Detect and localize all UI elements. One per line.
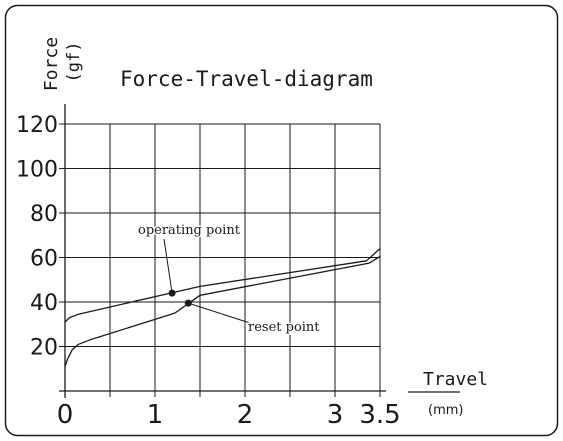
reset-point-marker (184, 299, 192, 307)
operating-point-label: operating point (138, 223, 241, 238)
y-tick-label: 100 (16, 158, 58, 183)
y-tick-label: 40 (30, 291, 58, 316)
chart-frame (4, 4, 559, 437)
annotations: operating point reset point (137, 222, 322, 337)
x-axis-label: Travel (423, 369, 488, 390)
reset-point-label: reset point (248, 320, 320, 335)
y-axis-unit: (gf) (64, 42, 84, 83)
x-tick-label: 2 (237, 400, 254, 430)
x-tick-label: 3 (327, 400, 344, 430)
curves (64, 247, 381, 368)
grid (59, 123, 381, 397)
y-tick-label: 60 (30, 247, 58, 272)
operating-point-marker (168, 289, 176, 297)
axes (59, 104, 386, 398)
upper-force-curve (64, 247, 381, 323)
operating-point-leader (163, 238, 173, 294)
tick-labels: 20 40 60 80 100 120 0 1 2 3 3.5 (16, 113, 401, 430)
chart-title: Force-Travel-diagram (120, 67, 373, 91)
y-tick-label: 120 (16, 113, 58, 138)
reset-point-leader (188, 302, 251, 324)
x-tick-label: 1 (147, 400, 164, 430)
x-tick-label: 3.5 (359, 400, 400, 430)
y-axis-label: Force (41, 37, 62, 91)
x-axis-unit: (mm) (428, 403, 463, 418)
y-tick-label: 20 (30, 336, 58, 361)
x-tick-label: 0 (57, 400, 74, 430)
lower-force-curve (64, 255, 381, 368)
y-tick-label: 80 (30, 202, 58, 227)
